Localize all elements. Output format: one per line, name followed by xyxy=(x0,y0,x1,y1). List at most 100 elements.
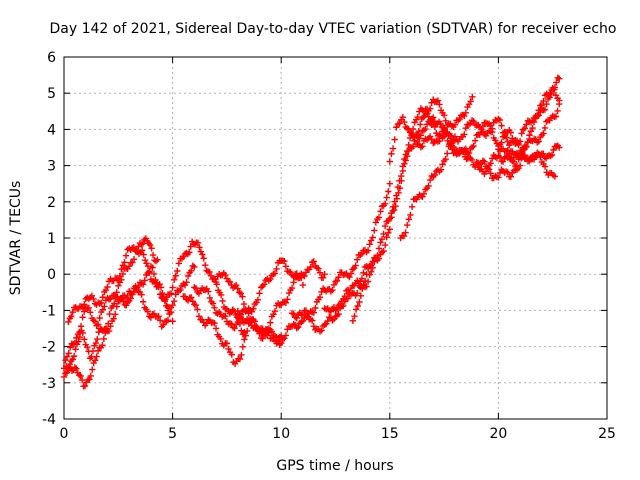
data-point xyxy=(62,357,69,364)
data-point xyxy=(238,327,245,334)
data-point xyxy=(499,133,507,140)
data-point xyxy=(431,171,438,179)
data-point xyxy=(155,283,162,291)
data-point xyxy=(141,257,149,264)
data-point xyxy=(199,251,206,258)
data-point xyxy=(146,241,154,249)
data-point xyxy=(87,372,94,380)
data-point xyxy=(381,200,389,208)
data-point xyxy=(81,382,89,390)
data-point xyxy=(101,303,108,310)
data-point xyxy=(535,138,542,145)
data-point xyxy=(139,298,147,305)
data-point xyxy=(90,295,97,303)
data-point xyxy=(260,281,268,288)
data-point xyxy=(222,312,229,320)
data-point xyxy=(146,268,153,275)
data-point xyxy=(440,111,448,119)
data-point xyxy=(310,309,317,316)
data-point xyxy=(170,276,178,284)
data-point xyxy=(122,252,130,259)
data-point xyxy=(442,117,449,125)
x-tick-label: 10 xyxy=(272,426,290,442)
data-point xyxy=(426,176,434,184)
data-points xyxy=(60,74,563,390)
y-tick-label: 2 xyxy=(47,195,56,211)
data-point xyxy=(282,299,290,307)
data-point xyxy=(65,350,72,357)
data-point xyxy=(375,214,383,221)
data-point xyxy=(504,138,511,145)
data-point xyxy=(391,136,398,143)
data-point xyxy=(329,286,336,294)
data-point xyxy=(470,117,477,125)
data-point xyxy=(393,195,401,202)
data-point xyxy=(211,319,218,327)
series-arc-16 xyxy=(462,84,563,158)
data-point xyxy=(156,317,164,324)
data-point xyxy=(242,332,249,339)
data-point xyxy=(333,277,341,284)
data-point xyxy=(371,227,378,234)
data-point xyxy=(354,256,361,263)
data-point xyxy=(191,263,198,271)
data-point xyxy=(386,226,393,233)
data-point xyxy=(148,245,155,252)
data-point xyxy=(386,158,393,165)
data-point xyxy=(450,143,457,151)
data-point xyxy=(523,121,530,128)
data-point xyxy=(81,336,88,343)
data-point xyxy=(188,294,195,301)
data-point xyxy=(223,340,231,347)
data-point xyxy=(378,236,386,243)
data-point xyxy=(551,84,559,91)
data-point xyxy=(65,318,72,326)
data-point xyxy=(445,131,452,138)
data-point xyxy=(77,372,84,380)
data-point xyxy=(68,313,75,320)
data-point xyxy=(169,318,176,325)
data-point xyxy=(234,285,241,292)
data-point xyxy=(295,323,302,331)
data-point xyxy=(219,297,226,305)
data-point xyxy=(98,299,105,307)
data-point xyxy=(310,258,317,265)
data-point xyxy=(454,150,462,157)
data-point xyxy=(192,302,200,309)
data-point xyxy=(462,124,470,132)
data-point xyxy=(271,270,279,277)
x-tick-label: 20 xyxy=(489,426,507,442)
data-point xyxy=(380,247,387,255)
data-point xyxy=(385,188,392,195)
data-point xyxy=(243,327,251,335)
data-point xyxy=(196,244,203,251)
data-point xyxy=(89,366,96,373)
data-point xyxy=(83,343,91,351)
data-point xyxy=(527,156,535,163)
data-point xyxy=(415,127,422,135)
data-point xyxy=(364,247,372,254)
data-point xyxy=(231,324,238,332)
x-tick-label: 15 xyxy=(381,426,399,442)
data-point xyxy=(422,125,429,133)
axis-ticks: 0 5 10 15 20 25 -4 -3 -2 -1 0 1 2 3 4 5 6 xyxy=(42,50,616,442)
data-point xyxy=(106,310,113,318)
data-point xyxy=(439,161,446,168)
data-point xyxy=(129,259,136,266)
data-point xyxy=(535,150,542,158)
data-point xyxy=(103,326,110,333)
data-point xyxy=(153,279,161,286)
data-point xyxy=(183,278,190,286)
data-point xyxy=(141,277,148,284)
data-point xyxy=(380,230,387,238)
data-point xyxy=(386,215,393,222)
data-point xyxy=(498,139,505,146)
data-point xyxy=(425,182,432,190)
data-point xyxy=(156,291,164,298)
data-point xyxy=(254,296,262,304)
data-point xyxy=(396,120,403,127)
data-point xyxy=(487,170,494,177)
data-point xyxy=(333,305,341,313)
data-point xyxy=(104,320,112,327)
data-point xyxy=(147,314,155,321)
